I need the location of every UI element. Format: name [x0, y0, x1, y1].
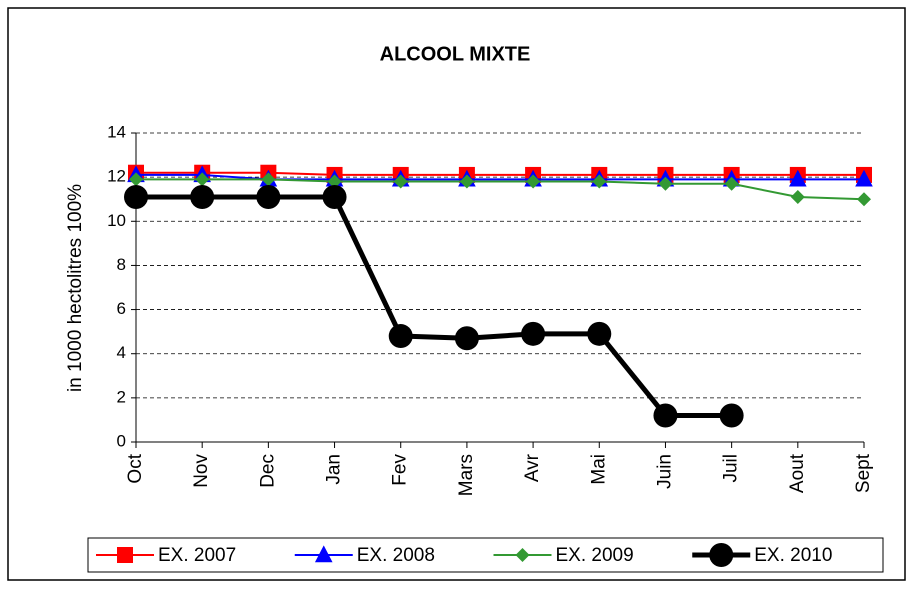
series-line [136, 171, 864, 176]
y-tick-label: 14 [107, 122, 126, 141]
marker [117, 547, 133, 563]
x-tick-label: Juil [721, 454, 742, 483]
marker [129, 172, 143, 187]
chart-frame [7, 7, 906, 581]
marker [526, 174, 541, 189]
marker [393, 174, 408, 189]
x-tick-label: Dec [257, 454, 278, 488]
marker [855, 169, 873, 187]
marker [789, 169, 807, 187]
x-tick-label: Oct [125, 453, 146, 483]
marker [459, 174, 474, 189]
legend-label: EX. 2007 [158, 545, 236, 566]
series-line [136, 194, 732, 419]
marker [454, 326, 479, 351]
marker [256, 185, 281, 210]
marker [388, 324, 413, 349]
marker [314, 545, 333, 563]
x-tick-label: Nov [191, 454, 212, 488]
marker [857, 192, 871, 207]
y-tick-label: 2 [117, 387, 126, 406]
marker [790, 190, 805, 205]
marker [322, 185, 347, 210]
marker [587, 321, 612, 346]
x-tick-label: Juin [654, 454, 675, 489]
legend-label: EX. 2010 [754, 545, 832, 566]
marker [124, 185, 148, 210]
chart-title: ALCOOL MIXTE [380, 43, 531, 65]
marker [190, 185, 215, 210]
y-tick-label: 12 [107, 167, 126, 186]
y-tick-label: 4 [117, 343, 126, 362]
x-tick-label: Mai [588, 454, 609, 485]
marker [709, 543, 734, 567]
marker [521, 321, 546, 346]
x-tick-label: Jan [324, 454, 345, 485]
marker [195, 172, 210, 187]
x-tick-label: Aout [787, 453, 808, 493]
series-line [136, 178, 865, 201]
marker [515, 548, 530, 562]
marker [592, 174, 607, 189]
y-tick-label: 6 [117, 299, 126, 318]
marker [719, 403, 744, 428]
x-tick-label: Mars [456, 454, 477, 496]
marker [653, 403, 678, 428]
y-tick-label: 10 [107, 211, 126, 230]
y-tick-label: 0 [117, 431, 126, 450]
marker [658, 176, 673, 191]
legend-label: EX. 2009 [556, 545, 634, 566]
y-tick-label: 8 [117, 255, 126, 274]
marker [724, 176, 739, 191]
marker [327, 174, 342, 189]
x-tick-label: Avr [522, 453, 543, 482]
x-tick-label: Fev [390, 454, 411, 486]
legend-box [87, 537, 884, 573]
y-axis-label: in 1000 hectolitres 100% [65, 184, 86, 392]
marker [261, 172, 276, 187]
x-tick-label: Sept [853, 453, 874, 493]
legend-label: EX. 2008 [357, 545, 435, 566]
